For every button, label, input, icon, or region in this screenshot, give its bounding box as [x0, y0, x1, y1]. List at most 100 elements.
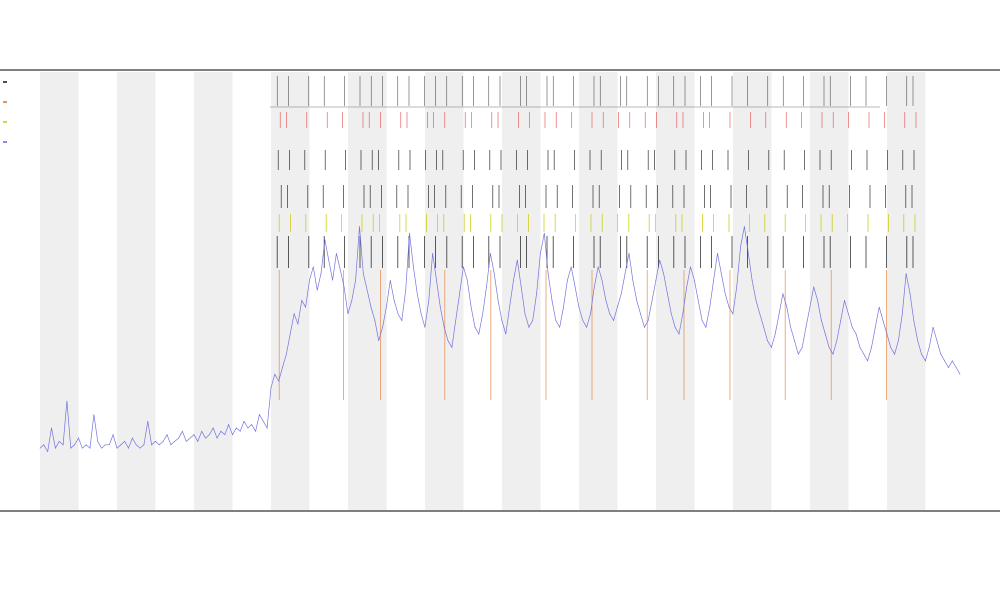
data-point	[578, 306, 580, 308]
data-point	[878, 306, 880, 308]
data-point	[132, 437, 133, 439]
data-point	[443, 326, 445, 328]
data-point	[232, 434, 233, 436]
data-point	[274, 373, 276, 375]
data-point	[840, 320, 842, 321]
shaded-band	[40, 72, 79, 510]
data-point	[316, 289, 318, 291]
data-point	[855, 333, 857, 335]
data-point	[247, 427, 249, 429]
data-point	[105, 444, 106, 446]
shaded-band	[656, 72, 695, 510]
data-point	[239, 430, 241, 432]
data-point	[151, 444, 152, 446]
data-point	[478, 333, 480, 335]
data-point	[886, 333, 888, 335]
data-point	[647, 320, 649, 321]
data-point	[682, 313, 684, 315]
data-point	[490, 252, 491, 254]
data-point	[209, 434, 210, 436]
data-point	[328, 259, 330, 261]
data-point	[570, 266, 572, 268]
data-point	[305, 306, 306, 308]
data-point	[220, 430, 222, 432]
data-point	[871, 347, 872, 348]
data-point	[609, 313, 611, 315]
data-point	[270, 387, 272, 389]
data-point	[278, 380, 280, 382]
data-point	[324, 239, 326, 241]
data-point	[486, 286, 487, 288]
data-point	[216, 437, 218, 439]
data-point	[516, 259, 518, 261]
data-point	[905, 273, 907, 274]
data-point	[659, 259, 661, 261]
data-point	[794, 340, 795, 342]
legend	[3, 81, 7, 143]
data-point	[447, 340, 449, 342]
data-point	[867, 360, 868, 362]
data-point	[162, 441, 164, 442]
data-point	[532, 320, 534, 321]
data-point	[374, 320, 376, 321]
data-point	[720, 273, 722, 274]
shaded-band	[733, 72, 772, 510]
data-point	[459, 293, 460, 294]
data-point	[474, 326, 476, 328]
data-point	[393, 300, 395, 301]
data-point	[948, 367, 949, 368]
data-point	[640, 313, 641, 315]
data-point	[786, 306, 788, 308]
data-point	[497, 300, 499, 301]
data-point	[524, 313, 526, 315]
data-point	[724, 293, 726, 294]
data-point	[505, 333, 507, 335]
data-point	[705, 326, 707, 328]
data-point	[936, 340, 938, 342]
data-point	[651, 300, 653, 301]
data-point	[463, 266, 464, 268]
data-point	[540, 252, 541, 254]
series-line	[39, 226, 961, 453]
data-point	[397, 313, 399, 315]
data-point	[355, 279, 356, 281]
data-point	[262, 420, 264, 422]
data-point	[874, 326, 876, 328]
data-point	[921, 353, 922, 355]
data-point	[282, 367, 283, 368]
data-point	[559, 326, 561, 328]
data-point	[848, 313, 849, 315]
data-point	[613, 320, 614, 321]
shaded-band	[194, 72, 233, 510]
data-point	[951, 360, 953, 362]
data-point	[955, 367, 957, 368]
data-point	[166, 434, 168, 436]
data-point	[189, 437, 191, 439]
data-point	[509, 306, 510, 308]
data-point	[790, 326, 791, 328]
data-point	[243, 420, 245, 422]
data-point	[47, 451, 49, 452]
data-point	[836, 340, 838, 342]
data-point	[124, 441, 126, 442]
data-point	[644, 326, 645, 328]
data-point	[359, 226, 360, 227]
data-point	[351, 300, 353, 301]
data-point	[62, 444, 64, 446]
data-point	[713, 279, 714, 281]
data-point	[259, 414, 260, 415]
data-point	[470, 306, 472, 308]
data-point	[224, 434, 226, 436]
data-point	[701, 320, 703, 321]
data-point	[670, 313, 672, 315]
data-point	[728, 306, 730, 308]
data-point	[801, 347, 803, 348]
data-point	[382, 326, 383, 328]
data-point	[320, 273, 322, 274]
data-point	[767, 340, 768, 342]
data-point	[601, 279, 603, 281]
data-point	[332, 279, 333, 281]
data-point	[39, 447, 41, 449]
data-point	[590, 313, 591, 315]
